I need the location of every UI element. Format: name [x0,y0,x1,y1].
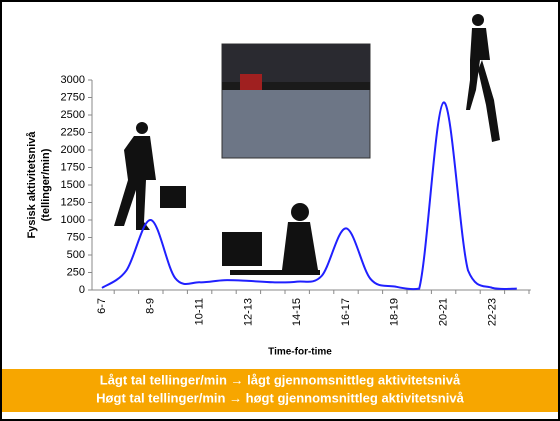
note: Høgt tal tellinger/min → høgt gjennomsni… [96,390,464,405]
y-tick-label: 1250 [61,196,85,208]
slide: Lågt tal tellinger/min → lågt gjennomsni… [0,0,560,421]
x-tick-label: 8-9 [145,298,157,314]
note: Lågt tal tellinger/min → lågt gjennomsni… [100,372,461,387]
x-tick-label: 18-19 [389,298,401,326]
y-tick-label: 500 [67,249,85,261]
x-tick-label: 12-13 [242,298,254,326]
y-tick-label: 250 [67,266,85,278]
y-tick-label: 2500 [61,109,85,121]
y-tick-label: 2250 [61,126,85,138]
y-tick-label: 3000 [61,74,85,86]
x-tick-label: 20-21 [438,298,450,326]
y-tick-label: 2750 [61,91,85,103]
y-tick-label: 1000 [61,214,85,226]
y-axis-label: (tellinger/min) [40,148,52,221]
x-tick-label: 14-15 [291,298,303,326]
x-tick-label: 22-23 [486,298,498,326]
photo-device [240,74,262,90]
y-tick-label: 1500 [61,179,85,191]
y-tick-label: 2000 [61,144,85,156]
y-tick-label: 1750 [61,161,85,173]
y-tick-label: 0 [79,284,85,296]
y-axis-label: Fysisk aktivitetsnivå [26,131,38,239]
x-tick-label: 16-17 [340,298,352,326]
x-tick-label: 10-11 [194,298,206,325]
x-axis-label: Time-for-time [268,347,332,358]
y-tick-label: 750 [67,231,85,243]
x-tick-label: 6-7 [96,298,108,314]
